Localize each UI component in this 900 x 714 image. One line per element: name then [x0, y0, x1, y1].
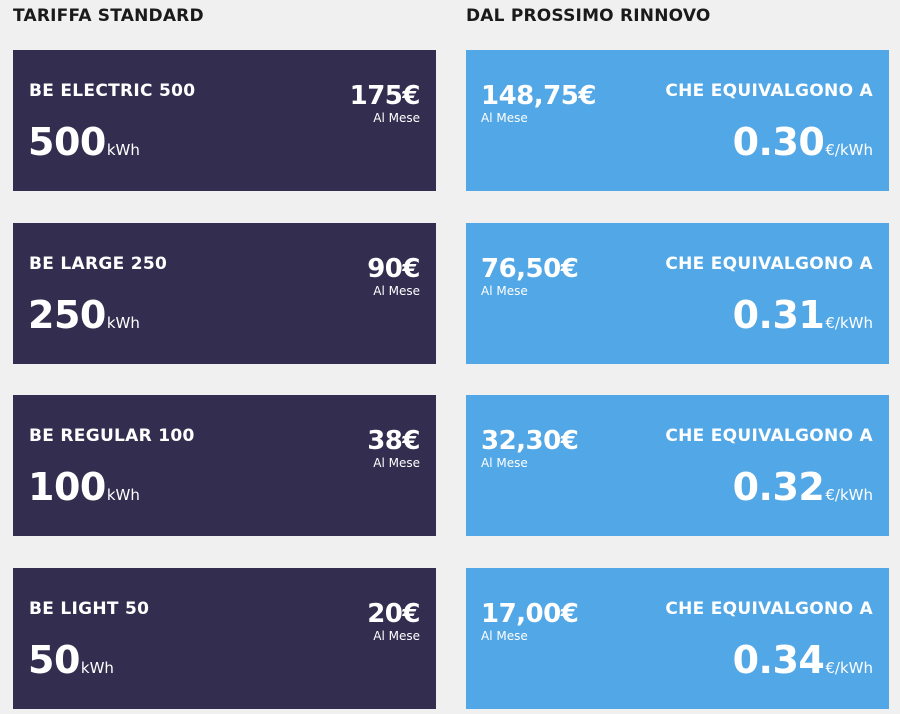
renewal-monthly-price: 32,30€ — [481, 426, 579, 456]
renewal-period: Al Mese — [481, 629, 528, 643]
rate: 0.34€/kWh — [733, 638, 873, 682]
renewal-monthly-price: 17,00€ — [481, 599, 579, 629]
rate-value: 0.30 — [732, 120, 825, 164]
price-period: Al Mese — [373, 456, 420, 470]
plan-price: 20€ Al Mese — [367, 598, 420, 642]
rate-value: 0.32 — [732, 465, 825, 509]
price-period: Al Mese — [373, 111, 420, 125]
rate-unit: €/kWh — [825, 314, 873, 332]
plan-kwh: 250kWh — [28, 293, 140, 337]
plan-price: 90€ Al Mese — [367, 253, 420, 297]
renewal-monthly-price: 76,50€ — [481, 254, 579, 284]
rate-value: 0.31 — [732, 293, 825, 337]
standard-plan-card: BE LIGHT 50 50kWh 20€ Al Mese — [13, 568, 436, 709]
rate-unit: €/kWh — [825, 486, 873, 504]
kwh-value: 50 — [28, 638, 80, 682]
renewal-price: 17,00€ Al Mese — [481, 598, 579, 643]
price-period: Al Mese — [373, 284, 420, 298]
renewal-period: Al Mese — [481, 284, 528, 298]
renewal-period: Al Mese — [481, 111, 528, 125]
plan-price: 38€ Al Mese — [367, 425, 420, 469]
rate: 0.32€/kWh — [733, 465, 873, 509]
rate-unit: €/kWh — [825, 659, 873, 677]
plan-name: BE LIGHT 50 — [29, 599, 150, 619]
renewal-price: 76,50€ Al Mese — [481, 253, 579, 298]
renewal-plan-card: 17,00€ Al Mese CHE EQUIVALGONO A 0.34€/k… — [466, 568, 889, 709]
equivalent-label: CHE EQUIVALGONO A — [665, 254, 873, 274]
renewal-plan-card: 148,75€ Al Mese CHE EQUIVALGONO A 0.30€/… — [466, 50, 889, 191]
rate-value: 0.34 — [732, 638, 825, 682]
kwh-value: 250 — [28, 293, 106, 337]
standard-plan-card: BE LARGE 250 250kWh 90€ Al Mese — [13, 223, 436, 364]
plan-kwh: 50kWh — [28, 638, 114, 682]
monthly-price: 38€ — [367, 426, 420, 456]
equivalent-label: CHE EQUIVALGONO A — [665, 599, 873, 619]
equivalent-label: CHE EQUIVALGONO A — [665, 426, 873, 446]
rate: 0.31€/kWh — [733, 293, 873, 337]
monthly-price: 20€ — [367, 599, 420, 629]
renewal-monthly-price: 148,75€ — [481, 81, 596, 111]
kwh-unit: kWh — [106, 141, 140, 159]
kwh-unit: kWh — [80, 659, 114, 677]
plan-name: BE ELECTRIC 500 — [29, 81, 196, 101]
plan-kwh: 500kWh — [28, 120, 140, 164]
monthly-price: 90€ — [367, 254, 420, 284]
rate: 0.30€/kWh — [733, 120, 873, 164]
standard-tariff-heading: TARIFFA STANDARD — [13, 6, 204, 26]
equivalent-label: CHE EQUIVALGONO A — [665, 81, 873, 101]
renewal-price: 148,75€ Al Mese — [481, 80, 596, 124]
plan-kwh: 100kWh — [28, 465, 140, 509]
kwh-value: 100 — [28, 465, 106, 509]
kwh-unit: kWh — [106, 314, 140, 332]
standard-plan-card: BE REGULAR 100 100kWh 38€ Al Mese — [13, 395, 436, 536]
renewal-plan-card: 76,50€ Al Mese CHE EQUIVALGONO A 0.31€/k… — [466, 223, 889, 364]
renewal-period: Al Mese — [481, 456, 528, 470]
renewal-plan-card: 32,30€ Al Mese CHE EQUIVALGONO A 0.32€/k… — [466, 395, 889, 536]
kwh-unit: kWh — [106, 486, 140, 504]
plan-price: 175€ Al Mese — [349, 80, 421, 125]
kwh-value: 500 — [28, 120, 106, 164]
plan-name: BE REGULAR 100 — [29, 426, 195, 446]
price-period: Al Mese — [373, 629, 420, 643]
rate-unit: €/kWh — [825, 141, 873, 159]
monthly-price: 175€ — [349, 81, 421, 111]
next-renewal-heading: DAL PROSSIMO RINNOVO — [466, 6, 711, 26]
renewal-price: 32,30€ Al Mese — [481, 425, 579, 470]
plan-name: BE LARGE 250 — [29, 254, 168, 274]
standard-plan-card: BE ELECTRIC 500 500kWh 175€ Al Mese — [13, 50, 436, 191]
